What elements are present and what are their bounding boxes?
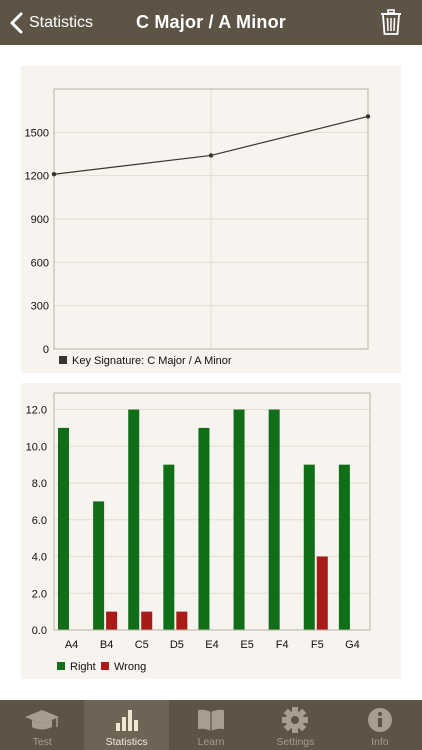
data-point <box>365 114 371 119</box>
bar-wrong <box>141 611 153 630</box>
data-point <box>51 172 57 177</box>
x-tick-label: D5 <box>170 639 184 651</box>
line-chart-panel: 0 300 600 900 1200 1500 Key Signature: C Major… <box>21 66 401 373</box>
x-tick-label: E4 <box>205 639 218 651</box>
y-tick-label: 6.0 <box>32 515 47 527</box>
tab-bar: Test Statistics Learn <box>0 700 422 750</box>
legend-swatch <box>57 662 65 670</box>
back-label: Statistics <box>29 14 94 31</box>
y-tick-label: 0 <box>43 344 49 356</box>
book-icon <box>198 709 225 731</box>
x-tick-label: G4 <box>345 639 360 651</box>
y-tick-label: 0.0 <box>32 625 47 637</box>
x-tick-label: C5 <box>135 639 149 651</box>
bar-right <box>163 464 175 630</box>
legend-label: Wrong <box>114 661 146 673</box>
bar-right <box>233 409 245 630</box>
bar-wrong <box>176 611 188 630</box>
bar-right <box>268 409 280 630</box>
trash-button[interactable] <box>380 9 402 40</box>
trash-icon <box>381 9 401 35</box>
x-tick-label: E5 <box>240 639 253 651</box>
legend-label: Right <box>70 661 96 673</box>
y-tick-label: 2.0 <box>32 588 47 600</box>
y-tick-label: 10.0 <box>26 441 47 453</box>
x-tick-label: B4 <box>100 639 113 651</box>
bar-wrong <box>316 556 328 630</box>
graduation-cap-icon <box>25 710 60 730</box>
bar-right <box>93 501 105 630</box>
y-tick-label: 900 <box>31 214 49 226</box>
tab-settings[interactable]: Settings <box>253 700 337 750</box>
y-tick-label: 1200 <box>25 171 49 183</box>
back-button[interactable]: Statistics <box>10 11 93 35</box>
tab-label: Statistics <box>105 736 148 748</box>
legend-swatch <box>101 662 109 670</box>
tab-learn[interactable]: Learn <box>169 700 253 750</box>
bar-chart-panel: 0.0 2.0 4.0 6.0 8.0 10.0 12.0 A4 B4 C5 D5 E4 E5 F4 F5 G… <box>21 383 401 679</box>
y-tick-label: 300 <box>31 301 49 313</box>
plot-frame <box>53 392 371 631</box>
bar-right <box>128 409 140 630</box>
legend-swatch <box>59 356 67 364</box>
bar-right <box>58 427 69 630</box>
y-tick-label: 600 <box>31 257 49 269</box>
info-icon <box>367 708 392 732</box>
x-tick-label: A4 <box>65 639 78 651</box>
navigation-bar: Statistics C Major / A Minor <box>0 0 422 45</box>
bar-chart: 0.0 2.0 4.0 6.0 8.0 10.0 12.0 A4 B4 C5 D5 E4 E5 F4 F5 G… <box>26 392 371 673</box>
data-point <box>208 153 214 158</box>
tab-statistics[interactable]: Statistics <box>84 700 169 750</box>
bar-right <box>198 427 210 630</box>
tab-label: Test <box>32 736 52 748</box>
tab-info[interactable]: Info <box>338 700 422 750</box>
y-tick-label: 4.0 <box>32 552 47 564</box>
tab-test[interactable]: Test <box>0 700 84 750</box>
line-chart: 0 300 600 900 1200 1500 Key Signature: C Major… <box>25 88 371 367</box>
tab-label: Info <box>371 736 389 748</box>
tab-label: Learn <box>197 736 225 748</box>
y-tick-label: 8.0 <box>32 478 47 490</box>
bar-chart-icon <box>115 710 138 731</box>
gear-icon <box>282 707 309 733</box>
legend-label: Key Signature: C Major / A Minor <box>72 355 232 367</box>
bar-wrong <box>106 611 118 630</box>
y-tick-label: 1500 <box>25 127 49 139</box>
page-title: C Major / A Minor <box>135 12 287 32</box>
plot-frame <box>53 88 369 350</box>
bar-right <box>338 464 350 630</box>
y-tick-label: 12.0 <box>26 405 47 417</box>
x-tick-label: F4 <box>276 639 289 651</box>
bar-right <box>303 464 315 630</box>
chevron-left-icon <box>10 12 23 34</box>
x-tick-label: F5 <box>311 639 324 651</box>
tab-label: Settings <box>276 736 315 748</box>
